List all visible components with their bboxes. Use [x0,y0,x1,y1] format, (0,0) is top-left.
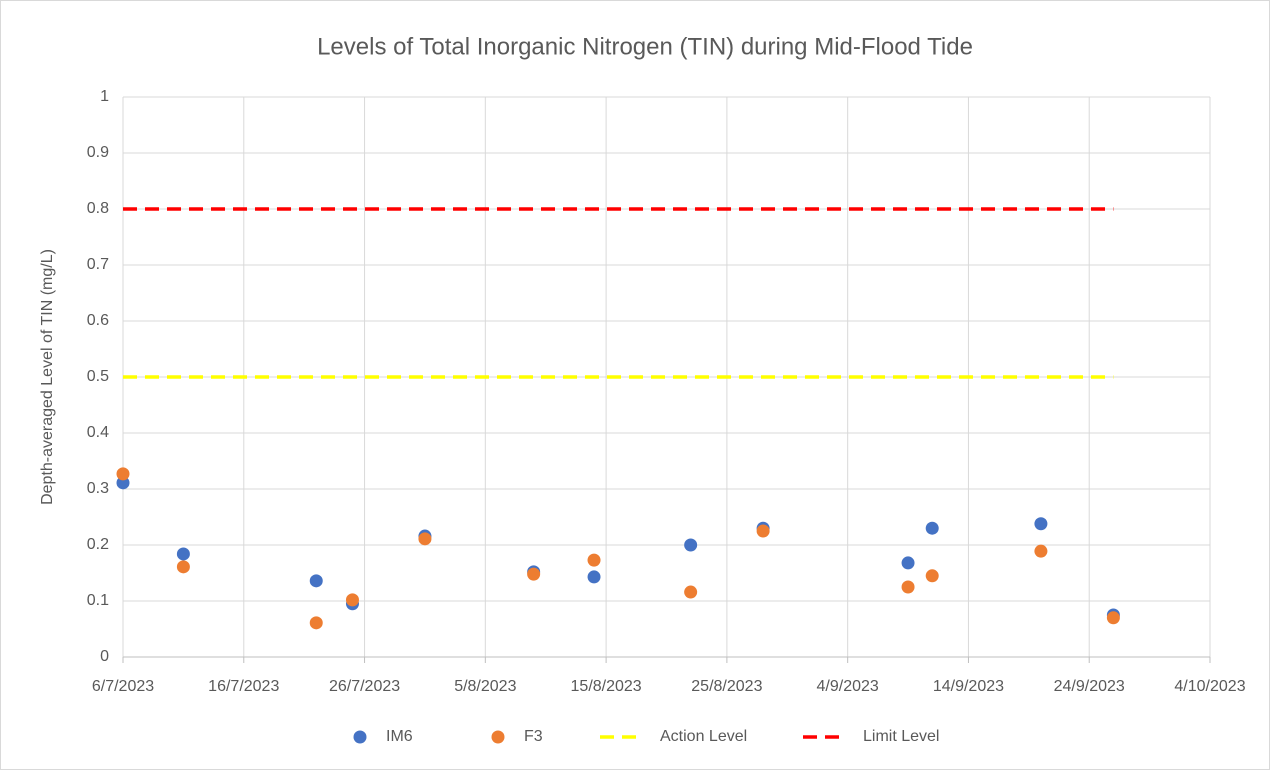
x-tick-label: 25/8/2023 [691,678,762,695]
y-tick-label: 0.7 [87,256,109,273]
legend-label: Action Level [660,728,747,745]
data-point [116,476,130,490]
data-point [684,538,698,552]
data-point [587,553,601,567]
legend-label: F3 [524,728,543,745]
y-tick-label: 0.1 [87,592,109,609]
legend-key [353,730,367,744]
data-point [756,524,770,538]
data-point [116,467,130,481]
x-tick-label: 26/7/2023 [329,678,400,695]
y-tick-label: 0.3 [87,480,109,497]
chart-title: Levels of Total Inorganic Nitrogen (TIN)… [317,33,973,60]
data-point [345,593,359,607]
data-point [587,570,601,584]
y-tick-label: 0.6 [87,312,109,329]
data-point [684,585,698,599]
legend-label: IM6 [386,728,413,745]
data-point [1034,544,1048,558]
x-tick-label: 16/7/2023 [208,678,279,695]
data-point [176,547,190,561]
y-tick-label: 0.2 [87,536,109,553]
x-tick-label: 15/8/2023 [571,678,642,695]
legend-key [491,730,505,744]
x-tick-label: 14/9/2023 [933,678,1004,695]
data-point [901,580,915,594]
data-point [309,574,323,588]
y-tick-label: 1 [100,88,109,105]
data-point [309,616,323,630]
data-point [418,532,432,546]
data-point [527,567,541,581]
y-tick-label: 0 [100,648,109,665]
x-tick-label: 4/10/2023 [1174,678,1245,695]
y-tick-label: 0.9 [87,144,109,161]
x-tick-label: 4/9/2023 [817,678,879,695]
y-tick-label: 0.5 [87,368,109,385]
y-axis-title: Depth-averaged Level of TIN (mg/L) [39,249,56,505]
y-tick-label: 0.8 [87,200,109,217]
data-point [925,569,939,583]
y-tick-label: 0.4 [87,424,109,441]
data-point [1106,611,1120,625]
legend-label: Limit Level [863,728,939,745]
x-tick-label: 5/8/2023 [454,678,516,695]
data-point [901,556,915,570]
x-tick-label: 24/9/2023 [1054,678,1125,695]
x-tick-label: 6/7/2023 [92,678,154,695]
data-point [1034,517,1048,531]
data-point [925,521,939,535]
data-point [176,560,190,574]
